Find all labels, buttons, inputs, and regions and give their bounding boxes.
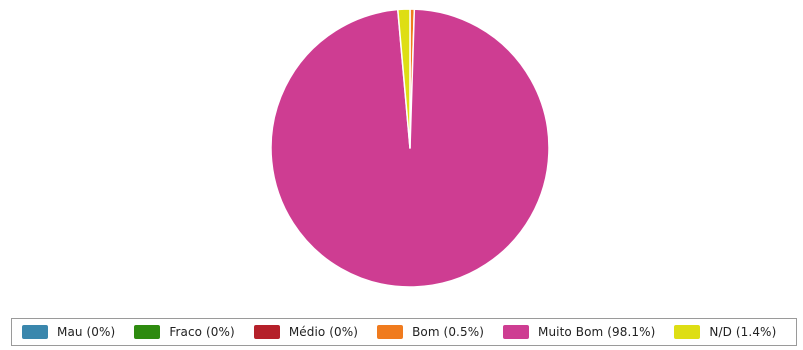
legend-item-m-dio[interactable]: Médio (0%) [253, 325, 359, 339]
legend-label-fraco: Fraco (0%) [169, 325, 235, 339]
legend-swatch-muito-bom [503, 325, 529, 339]
legend-item-mau[interactable]: Mau (0%) [22, 325, 115, 339]
pie-slices [270, 8, 550, 288]
legend-item-muito-bom[interactable]: Muito Bom (98.1%) [503, 325, 655, 339]
legend-swatch-n-d [674, 325, 701, 339]
legend-item-n-d[interactable]: N/D (1.4%) [674, 325, 776, 339]
legend-label-m-dio: Médio (0%) [288, 325, 359, 339]
legend-item-fraco[interactable]: Fraco (0%) [134, 325, 235, 339]
legend-label-n-d: N/D (1.4%) [709, 325, 777, 339]
pie-slice-n-d[interactable] [397, 8, 411, 149]
legend-label-mau: Mau (0%) [57, 325, 116, 339]
legend-swatch-m-dio [253, 325, 280, 339]
legend-label-bom: Bom (0.5%) [412, 325, 484, 339]
legend-label-muito-bom: Muito Bom (98.1%) [538, 325, 656, 339]
chart-legend: Mau (0%) Fraco (0%) Médio (0%) Bom (0.5%) Mu… [11, 318, 797, 346]
legend-swatch-bom [377, 325, 404, 339]
legend-swatch-fraco [134, 325, 161, 339]
legend-swatch-mau [22, 325, 48, 339]
legend-item-bom[interactable]: Bom (0.5%) [377, 325, 484, 339]
pie-chart [270, 8, 550, 288]
